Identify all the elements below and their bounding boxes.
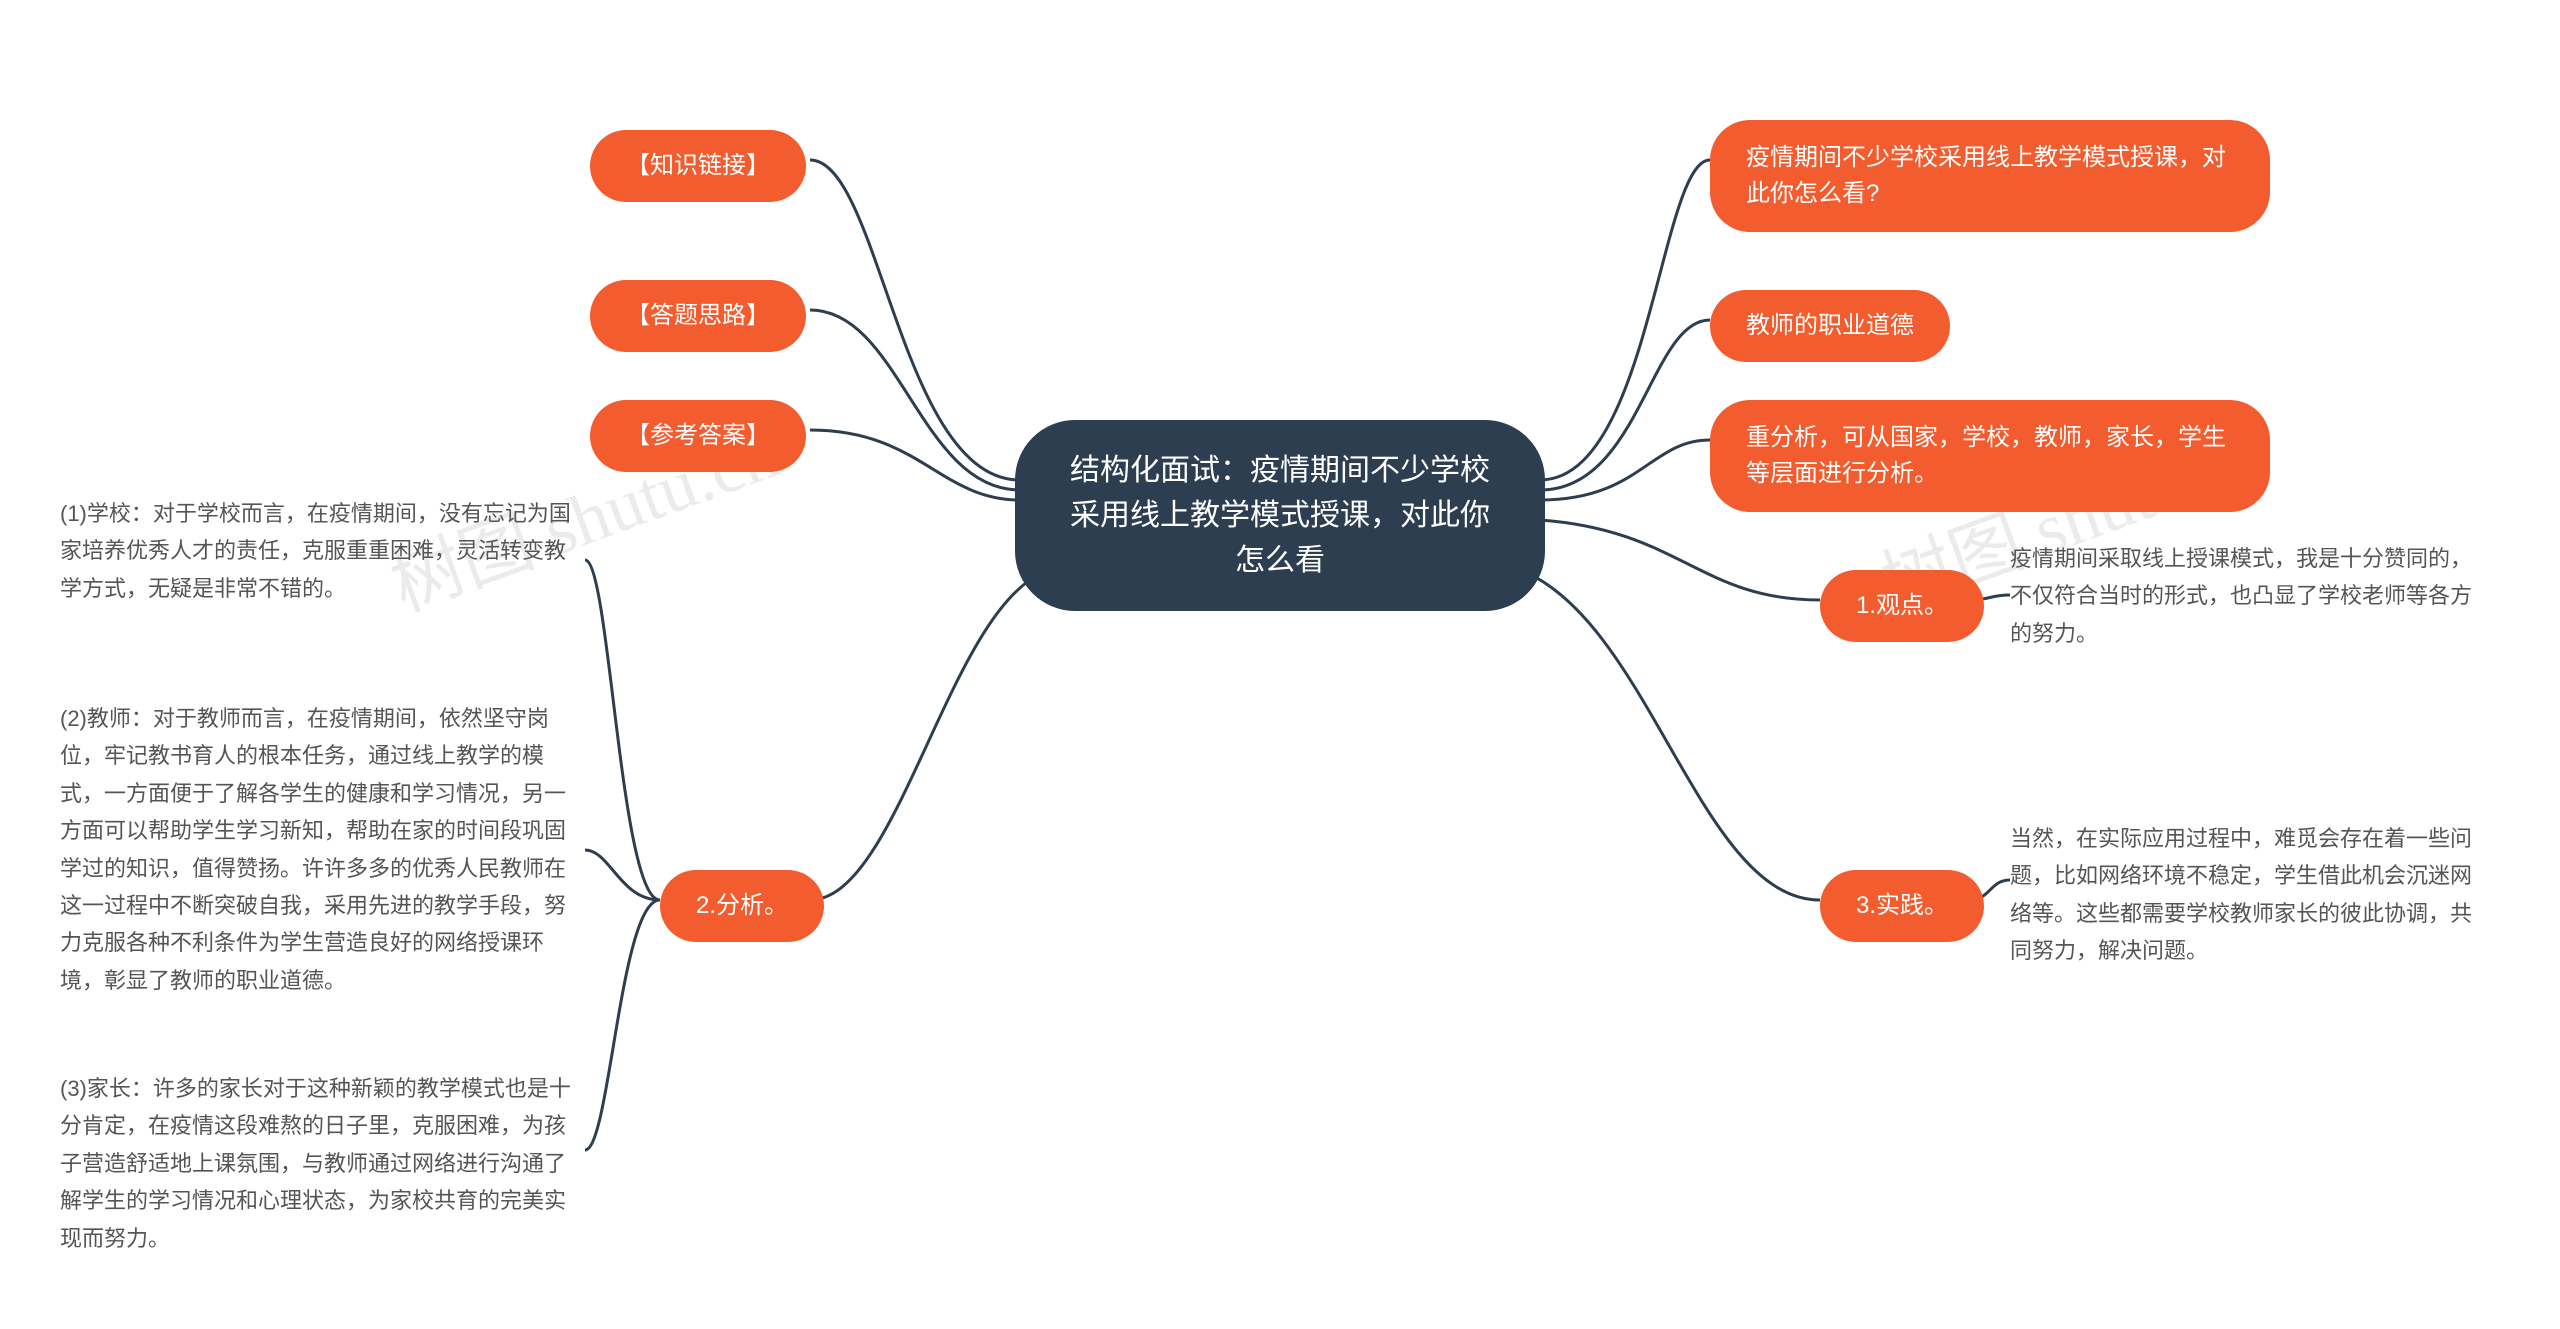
node-analysis[interactable]: 2.分析。 — [660, 870, 824, 942]
mindmap-canvas: 树图 shutu.cn 树图 shutu.cn 结构化面试：疫情期间不少学校采用… — [0, 0, 2560, 1329]
node-ethics[interactable]: 教师的职业道德 — [1710, 290, 1950, 362]
node-practice[interactable]: 3.实践。 — [1820, 870, 1984, 942]
node-focus[interactable]: 重分析，可从国家，学校，教师，家长，学生等层面进行分析。 — [1710, 400, 2270, 512]
text-analysis-school: (1)学校：对于学校而言，在疫情期间，没有忘记为国家培养优秀人才的责任，克服重重… — [60, 495, 580, 607]
node-question[interactable]: 疫情期间不少学校采用线上教学模式授课，对此你怎么看? — [1710, 120, 2270, 232]
text-analysis-parent: (3)家长：许多的家长对于这种新颖的教学模式也是十分肯定，在疫情这段难熬的日子里… — [60, 1070, 580, 1257]
text-viewpoint: 疫情期间采取线上授课模式，我是十分赞同的，不仅符合当时的形式，也凸显了学校老师等… — [2010, 540, 2490, 652]
text-practice: 当然，在实际应用过程中，难觅会存在着一些问题，比如网络环境不稳定，学生借此机会沉… — [2010, 820, 2490, 970]
node-viewpoint[interactable]: 1.观点。 — [1820, 570, 1984, 642]
node-knowledge-link[interactable]: 【知识链接】 — [590, 130, 806, 202]
node-reference-answer[interactable]: 【参考答案】 — [590, 400, 806, 472]
text-analysis-teacher: (2)教师：对于教师而言，在疫情期间，依然坚守岗位，牢记教书育人的根本任务，通过… — [60, 700, 580, 999]
center-node[interactable]: 结构化面试：疫情期间不少学校采用线上教学模式授课，对此你怎么看 — [1015, 420, 1545, 611]
node-answer-approach[interactable]: 【答题思路】 — [590, 280, 806, 352]
